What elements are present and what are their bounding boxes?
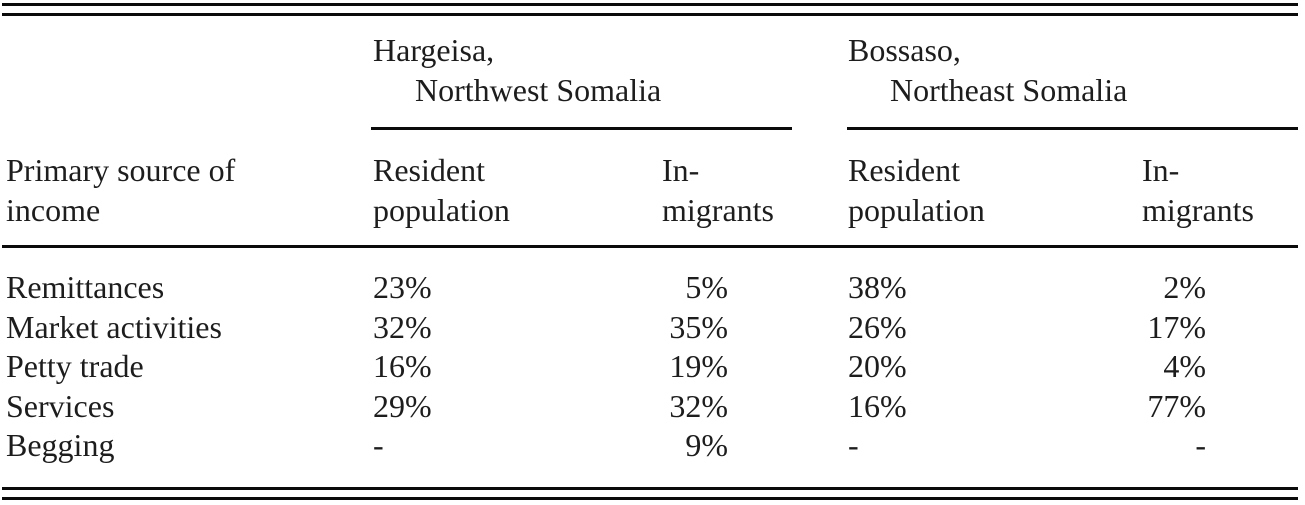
subheader-line2: migrants	[662, 191, 774, 228]
cell-hargeisa-resident: -	[373, 427, 384, 463]
row-label: Petty trade	[6, 348, 144, 384]
table-row: Petty trade 16% 19% 20% 4%	[0, 347, 1305, 387]
subheader-line2: migrants	[1142, 191, 1254, 228]
top-rule-inner	[2, 13, 1298, 16]
table-row: Market activities 32% 35% 26% 17%	[0, 308, 1305, 348]
row-label: Remittances	[6, 269, 165, 305]
column-group-city: Hargeisa,	[373, 32, 495, 68]
cell-hargeisa-resident: 29%	[373, 387, 432, 424]
subheader-line2: population	[373, 191, 510, 228]
stub-header-line2: income	[6, 191, 101, 228]
subheader-line1: Resident	[848, 152, 960, 188]
cell-bossaso-inmigrants: 17%	[1147, 308, 1206, 345]
cell-bossaso-resident: -	[848, 427, 859, 463]
column-group-hargeisa: Hargeisa, Northwest Somalia	[373, 31, 661, 110]
cell-hargeisa-resident: 16%	[373, 348, 432, 384]
cell-hargeisa-resident: 32%	[373, 308, 432, 345]
header-body-rule	[2, 245, 1298, 248]
cell-bossaso-resident: 16%	[848, 387, 907, 424]
bossaso-spanner-rule	[847, 127, 1298, 130]
row-label: Begging	[6, 427, 115, 463]
subheader-line1: In-	[1142, 152, 1180, 188]
cell-hargeisa-inmigrants: 35%	[669, 308, 728, 345]
cell-hargeisa-inmigrants: 9%	[685, 427, 728, 463]
top-rule-outer	[2, 3, 1298, 6]
hargeisa-spanner-rule	[371, 127, 792, 130]
cell-bossaso-inmigrants: 4%	[1163, 348, 1206, 384]
bottom-rule-outer	[2, 487, 1298, 490]
cell-hargeisa-inmigrants: 19%	[669, 348, 728, 384]
cell-bossaso-resident: 26%	[848, 308, 907, 345]
cell-bossaso-inmigrants: -	[1195, 427, 1206, 463]
subheader-line2: population	[848, 191, 985, 228]
subheader-bossaso-resident: Resident population	[848, 151, 985, 230]
table-row: Services 29% 32% 16% 77%	[0, 387, 1305, 427]
cell-hargeisa-resident: 23%	[373, 269, 432, 305]
column-group-bossaso: Bossaso, Northeast Somalia	[848, 31, 1127, 110]
row-label: Services	[6, 387, 115, 424]
cell-hargeisa-inmigrants: 32%	[669, 387, 728, 424]
cell-bossaso-resident: 38%	[848, 269, 907, 305]
table-row: Begging - 9% - -	[0, 426, 1305, 466]
subheader-hargeisa-inmigrants: In- migrants	[662, 151, 774, 230]
subheader-hargeisa-resident: Resident population	[373, 151, 510, 230]
subheader-line1: Resident	[373, 152, 485, 188]
cell-bossaso-inmigrants: 2%	[1163, 269, 1206, 305]
row-label: Market activities	[6, 308, 222, 345]
stub-header-line1: Primary source of	[6, 152, 236, 188]
subheader-bossaso-inmigrants: In- migrants	[1142, 151, 1254, 230]
stub-header: Primary source of income	[6, 151, 235, 230]
cell-bossaso-inmigrants: 77%	[1147, 387, 1206, 424]
subheader-line1: In-	[662, 152, 700, 188]
table-row: Remittances 23% 5% 38% 2%	[0, 268, 1305, 308]
column-group-region: Northwest Somalia	[415, 71, 662, 108]
column-group-region: Northeast Somalia	[890, 71, 1128, 108]
cell-bossaso-resident: 20%	[848, 348, 907, 384]
cell-hargeisa-inmigrants: 5%	[685, 269, 728, 305]
column-group-city: Bossaso,	[848, 32, 961, 68]
bottom-rule-inner	[2, 497, 1298, 500]
